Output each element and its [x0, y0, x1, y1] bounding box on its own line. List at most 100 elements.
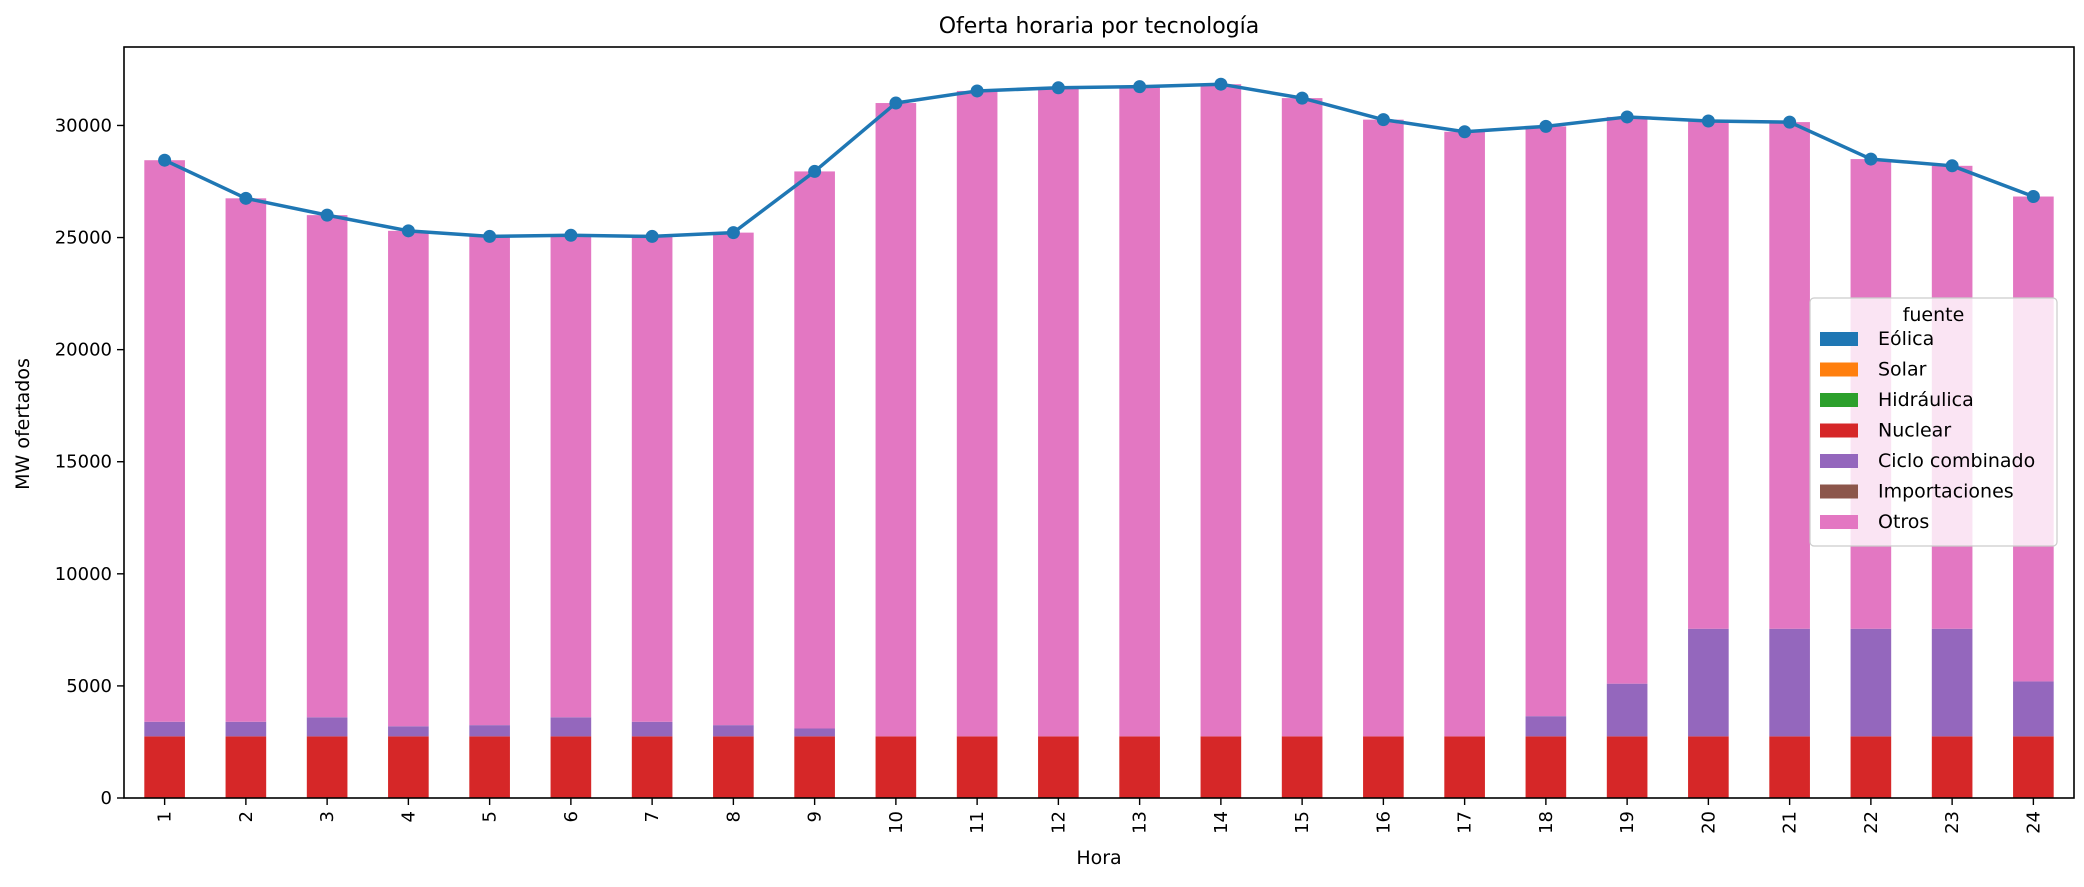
bar-nuclear-13 [1119, 736, 1160, 798]
bar-otros-21 [1769, 122, 1810, 629]
bar-nuclear-21 [1769, 736, 1810, 798]
total-point-11 [970, 84, 984, 98]
bar-otros-14 [1200, 84, 1242, 737]
bar-ciclo-combinado-19 [1606, 683, 1648, 737]
x-tick-label: 6 [561, 811, 582, 822]
total-point-2 [239, 191, 253, 205]
total-point-8 [726, 226, 740, 240]
legend-swatch-otros [1820, 515, 1858, 529]
bar-nuclear-11 [956, 736, 998, 798]
bar-otros-6 [550, 234, 592, 718]
x-tick-label: 8 [723, 811, 744, 822]
bar-otros-9 [794, 171, 835, 729]
legend-swatch-eolica [1820, 332, 1858, 346]
y-tick-label: 0 [101, 788, 112, 809]
bar-otros-18 [1525, 126, 1567, 717]
bar-ciclo-combinado-1 [144, 721, 185, 737]
bar-nuclear-17 [1444, 736, 1485, 798]
total-point-18 [1539, 119, 1553, 133]
total-point-10 [889, 96, 903, 110]
bar-nuclear-1 [144, 736, 185, 798]
y-tick-label: 25000 [55, 228, 112, 249]
bar-otros-19 [1606, 116, 1648, 684]
x-tick-label: 11 [967, 811, 988, 834]
total-point-15 [1295, 91, 1309, 105]
bar-nuclear-15 [1281, 736, 1323, 798]
bar-nuclear-19 [1606, 736, 1648, 798]
legend-label-otros: Otros [1878, 511, 1929, 533]
bar-otros-16 [1363, 119, 1404, 737]
x-tick-label: 9 [805, 811, 826, 822]
total-point-24 [2026, 190, 2040, 204]
total-point-14 [1214, 77, 1228, 91]
bar-ciclo-combinado-3 [306, 717, 348, 737]
bar-otros-8 [713, 232, 754, 726]
x-tick-label: 12 [1048, 811, 1069, 834]
x-tick-label: 18 [1536, 811, 1557, 834]
legend-label-solar: Solar [1878, 359, 1927, 381]
bar-ciclo-combinado-9 [794, 728, 835, 737]
total-point-20 [1701, 114, 1715, 128]
x-tick-label: 20 [1698, 811, 1719, 834]
total-line-layer [158, 77, 2040, 243]
y-tick-label: 5000 [66, 676, 112, 697]
bar-otros-17 [1444, 131, 1485, 737]
bar-nuclear-2 [225, 736, 267, 798]
y-tick-label: 15000 [55, 452, 112, 473]
bar-otros-1 [144, 160, 185, 722]
bar-ciclo-combinado-4 [388, 726, 429, 737]
total-point-5 [483, 229, 497, 243]
bar-nuclear-7 [631, 736, 673, 798]
y-axis-label: MW ofertados [12, 358, 34, 490]
total-point-13 [1133, 80, 1147, 94]
total-point-16 [1376, 113, 1390, 127]
x-tick-label: 14 [1211, 811, 1232, 834]
bar-ciclo-combinado-2 [225, 721, 267, 737]
bar-ciclo-combinado-5 [469, 725, 510, 737]
bar-otros-10 [875, 103, 917, 737]
total-point-6 [564, 228, 578, 242]
x-tick-label: 4 [398, 811, 419, 822]
x-axis-label: Hora [1076, 847, 1121, 869]
total-point-21 [1783, 115, 1797, 129]
bar-nuclear-22 [1850, 736, 1892, 798]
x-tick-label: 15 [1292, 811, 1313, 834]
legend-label-ciclo-combinado: Ciclo combinado [1878, 450, 2035, 472]
bar-ciclo-combinado-23 [1931, 628, 1973, 737]
x-tick-label: 7 [642, 811, 663, 822]
bar-nuclear-4 [388, 736, 429, 798]
bar-ciclo-combinado-21 [1769, 628, 1810, 737]
legend-label-importaciones: Importaciones [1878, 481, 2014, 503]
legend-swatch-nuclear [1820, 423, 1858, 438]
bar-nuclear-18 [1525, 736, 1567, 798]
x-tick-label: 1 [155, 811, 176, 822]
bar-nuclear-9 [794, 736, 835, 798]
bar-ciclo-combinado-20 [1688, 628, 1729, 737]
total-point-3 [320, 208, 334, 222]
total-line [163, 82, 2034, 239]
x-tick-label: 3 [317, 811, 338, 822]
x-tick-label: 17 [1455, 811, 1476, 834]
bar-nuclear-20 [1688, 736, 1729, 798]
x-tick-label: 23 [1942, 811, 1963, 834]
bar-nuclear-12 [1038, 736, 1079, 798]
total-point-19 [1620, 110, 1634, 124]
x-tick-label: 2 [236, 811, 257, 822]
bar-otros-11 [956, 90, 998, 737]
total-point-1 [158, 153, 172, 167]
bar-nuclear-10 [875, 736, 917, 798]
total-point-23 [1945, 159, 1959, 173]
chart-title: Oferta horaria por tecnología [939, 14, 1260, 39]
bar-otros-7 [631, 236, 673, 722]
legend-swatch-importaciones [1820, 484, 1858, 499]
legend-title: fuente [1903, 304, 1965, 326]
total-point-9 [808, 164, 822, 178]
bar-ciclo-combinado-24 [2013, 681, 2054, 737]
plot-frame [123, 46, 2075, 799]
bar-nuclear-5 [469, 736, 510, 798]
total-point-12 [1051, 81, 1065, 95]
bar-ciclo-combinado-22 [1850, 628, 1892, 737]
